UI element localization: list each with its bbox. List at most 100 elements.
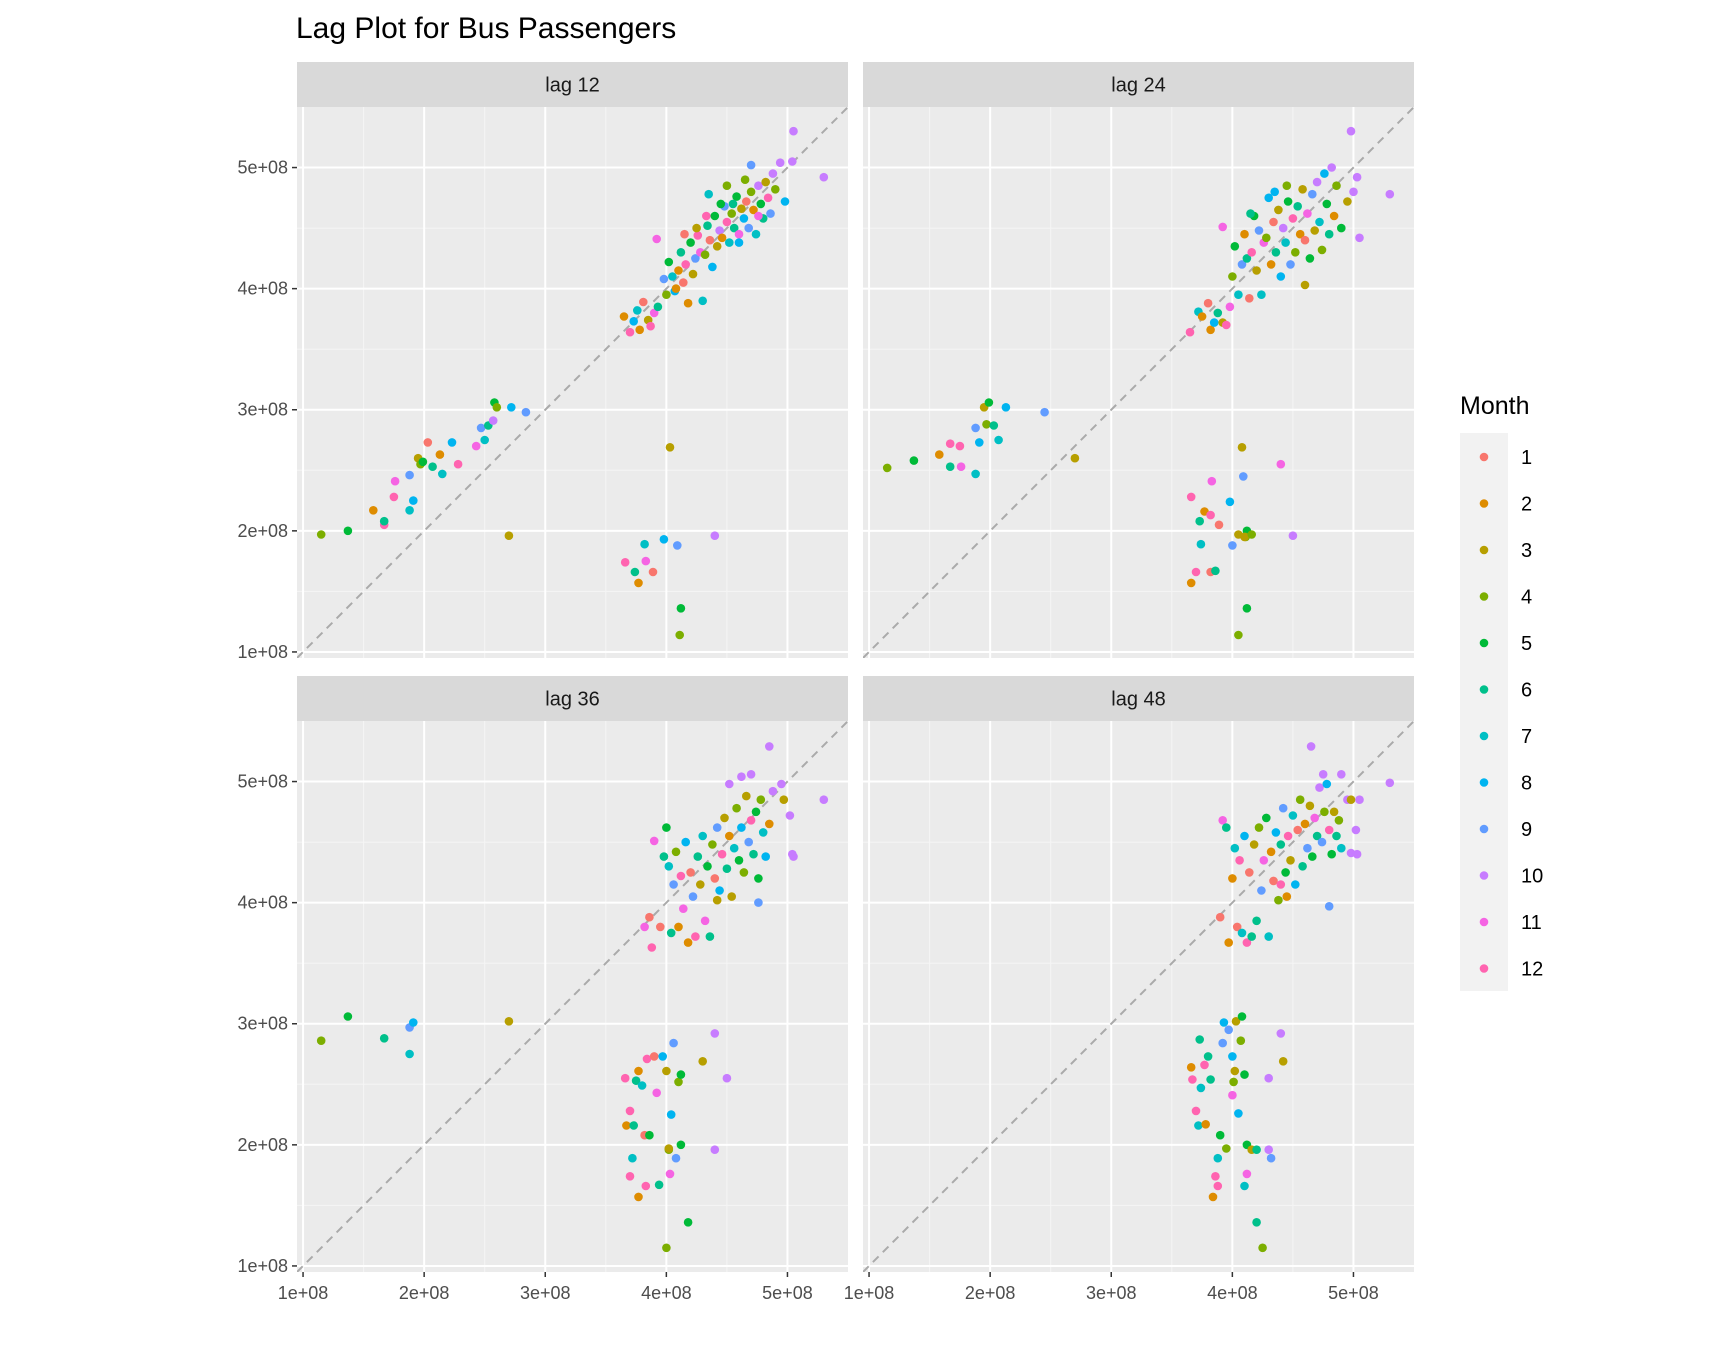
panel-plot-area: [863, 721, 1414, 1272]
data-point: [717, 233, 727, 243]
data-point: [671, 284, 681, 293]
data-point: [700, 250, 710, 259]
data-point: [1306, 742, 1316, 751]
data-point: [1266, 1153, 1276, 1163]
data-point: [734, 856, 744, 865]
facet-strip: [297, 676, 848, 721]
data-point: [1070, 453, 1080, 463]
data-point: [703, 862, 712, 871]
data-point: [633, 306, 642, 315]
data-point: [629, 317, 638, 326]
data-point: [693, 231, 703, 240]
legend-label-9: 9: [1521, 819, 1532, 841]
data-point: [1305, 801, 1315, 811]
data-point: [746, 770, 756, 779]
data-point: [1230, 242, 1240, 251]
legend-label-2: 2: [1521, 494, 1532, 516]
data-point: [740, 175, 750, 184]
data-point: [1245, 868, 1254, 877]
data-point: [751, 229, 761, 239]
data-point: [737, 772, 746, 781]
data-point: [727, 209, 736, 218]
data-point: [710, 1029, 720, 1038]
data-point: [758, 828, 768, 837]
y-tick-label: 4e+08: [237, 893, 288, 913]
data-point: [732, 803, 741, 813]
data-point: [1213, 1181, 1223, 1191]
data-point: [1318, 770, 1328, 779]
data-point: [619, 312, 629, 321]
data-point: [766, 209, 775, 218]
data-point: [630, 567, 640, 577]
data-point: [702, 211, 711, 221]
y-tick-label: 5e+08: [237, 772, 288, 792]
x-tick-label: 3e+08: [1086, 1283, 1137, 1303]
data-point: [725, 779, 734, 789]
data-point: [662, 1243, 671, 1253]
data-point: [1293, 202, 1302, 211]
legend-key-5: [1479, 638, 1489, 648]
data-point: [1252, 266, 1261, 275]
data-point: [1240, 1070, 1249, 1079]
legend-label-12: 12: [1521, 959, 1543, 981]
data-point: [1295, 229, 1305, 239]
facet-lag-24: lag 24: [863, 62, 1414, 658]
data-point: [634, 578, 643, 588]
data-point: [1288, 811, 1298, 820]
data-point: [1288, 531, 1298, 540]
data-point: [971, 469, 980, 479]
data-point: [1303, 843, 1312, 853]
data-point: [693, 852, 703, 861]
data-point: [1270, 187, 1279, 197]
data-point: [668, 272, 677, 281]
data-point: [819, 172, 829, 182]
data-point: [756, 199, 766, 209]
data-point: [1252, 916, 1261, 926]
data-point: [909, 456, 919, 465]
data-point: [1308, 852, 1317, 861]
data-point: [1266, 847, 1276, 857]
legend-label-11: 11: [1521, 912, 1542, 934]
data-point: [1271, 248, 1281, 257]
data-point: [1349, 187, 1358, 197]
data-point: [1320, 169, 1329, 178]
x-tick-label: 2e+08: [399, 1283, 450, 1303]
data-point: [634, 1192, 643, 1202]
data-point: [1252, 1145, 1261, 1154]
data-point: [754, 181, 763, 190]
data-point: [1315, 783, 1324, 792]
data-point: [688, 892, 698, 901]
data-point: [984, 398, 994, 407]
data-point: [666, 928, 676, 938]
data-point: [674, 266, 683, 275]
data-point: [732, 192, 741, 201]
data-point: [1230, 1066, 1240, 1076]
legend-key-9: [1479, 824, 1489, 834]
data-point: [428, 462, 437, 472]
panel-plot-area: [297, 721, 848, 1272]
data-point: [652, 1088, 661, 1098]
data-point: [710, 211, 720, 221]
data-point: [1225, 302, 1235, 312]
data-point: [652, 234, 661, 244]
data-point: [1300, 280, 1310, 290]
data-point: [1315, 217, 1324, 227]
data-point: [1240, 229, 1249, 239]
data-point: [1288, 214, 1298, 223]
data-point: [742, 791, 751, 801]
data-point: [1246, 209, 1255, 218]
data-point: [679, 904, 688, 913]
legend-key-11: [1479, 917, 1489, 927]
data-point: [788, 157, 797, 166]
data-point: [647, 943, 657, 952]
data-point: [691, 932, 700, 941]
data-point: [1278, 803, 1288, 813]
data-point: [1185, 327, 1195, 337]
data-point: [1247, 248, 1256, 257]
legend-key-4: [1479, 592, 1489, 601]
data-point: [1201, 1120, 1210, 1129]
data-point: [1249, 840, 1259, 849]
data-point: [521, 407, 531, 417]
data-point: [775, 158, 785, 167]
